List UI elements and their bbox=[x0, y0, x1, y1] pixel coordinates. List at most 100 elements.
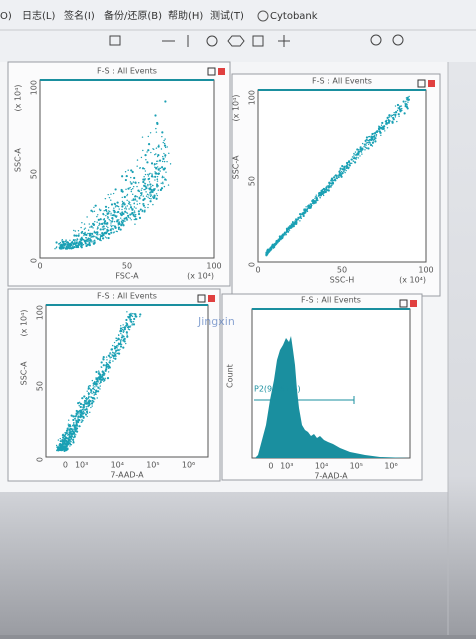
event-dot bbox=[104, 369, 107, 372]
event-dot bbox=[88, 241, 91, 245]
event-dot bbox=[157, 168, 160, 171]
event-dot bbox=[92, 211, 94, 213]
event-dot bbox=[120, 217, 122, 219]
event-dot bbox=[294, 220, 296, 222]
event-dot bbox=[353, 153, 355, 155]
event-dot bbox=[339, 174, 343, 177]
event-dot bbox=[137, 210, 140, 213]
event-dot bbox=[407, 97, 409, 100]
event-dot bbox=[57, 243, 60, 245]
event-dot bbox=[162, 157, 165, 160]
event-dot bbox=[328, 185, 331, 188]
event-dot bbox=[280, 238, 282, 240]
x-tick-label: 50 bbox=[337, 266, 347, 275]
event-dot bbox=[133, 176, 136, 180]
event-dot bbox=[363, 145, 365, 148]
event-dot bbox=[128, 315, 131, 318]
event-dot bbox=[114, 206, 117, 208]
event-dot bbox=[106, 229, 109, 231]
event-dot bbox=[405, 100, 407, 103]
event-dot bbox=[147, 185, 149, 187]
event-dot bbox=[75, 420, 77, 422]
close-icon[interactable] bbox=[410, 300, 417, 307]
menu-item[interactable]: O) bbox=[0, 11, 12, 22]
event-dot bbox=[126, 194, 128, 197]
menu-item[interactable]: 日志(L) bbox=[22, 9, 55, 22]
event-dot bbox=[144, 206, 146, 209]
event-dot bbox=[125, 318, 128, 322]
event-dot bbox=[78, 233, 80, 235]
menu-item[interactable]: 签名(I) bbox=[64, 9, 95, 22]
x-tick-label: 10⁵ bbox=[146, 461, 159, 470]
event-dot bbox=[364, 139, 367, 142]
event-dot bbox=[102, 364, 105, 367]
menu-item[interactable]: 测试(T) bbox=[210, 9, 244, 22]
toolbar bbox=[0, 0, 476, 62]
event-dot bbox=[107, 206, 110, 209]
event-dot bbox=[118, 343, 121, 345]
event-dot bbox=[120, 336, 124, 339]
event-dot bbox=[77, 412, 79, 414]
event-dot bbox=[127, 327, 129, 329]
event-dot bbox=[302, 214, 305, 218]
event-dot bbox=[392, 114, 395, 116]
event-dot bbox=[154, 175, 157, 178]
event-dot bbox=[364, 146, 367, 148]
event-dot bbox=[153, 148, 155, 151]
event-dot bbox=[146, 193, 149, 196]
close-icon[interactable] bbox=[208, 295, 215, 302]
event-dot bbox=[129, 318, 132, 321]
event-dot bbox=[120, 190, 123, 193]
event-dot bbox=[61, 238, 64, 241]
event-dot bbox=[55, 241, 58, 244]
event-dot bbox=[73, 246, 76, 248]
event-dot bbox=[157, 153, 160, 157]
event-dot bbox=[137, 212, 141, 216]
event-dot bbox=[149, 132, 152, 134]
event-dot bbox=[343, 168, 345, 171]
event-dot bbox=[268, 250, 270, 252]
event-dot bbox=[102, 233, 104, 235]
event-dot bbox=[67, 419, 70, 421]
close-icon[interactable] bbox=[218, 68, 225, 75]
event-dot bbox=[125, 342, 127, 345]
menu-item[interactable]: Cytobank bbox=[270, 11, 318, 22]
event-dot bbox=[357, 148, 360, 151]
event-dot bbox=[284, 234, 286, 236]
event-dot bbox=[345, 169, 347, 172]
event-dot bbox=[76, 241, 78, 243]
event-dot bbox=[81, 236, 83, 239]
event-dot bbox=[63, 443, 65, 445]
event-dot bbox=[377, 130, 379, 132]
event-dot bbox=[139, 208, 142, 211]
event-dot bbox=[85, 237, 87, 239]
event-dot bbox=[339, 172, 341, 174]
event-dot bbox=[334, 175, 336, 177]
event-dot bbox=[166, 160, 168, 163]
event-dot bbox=[74, 230, 77, 232]
event-dot bbox=[134, 196, 136, 198]
event-dot bbox=[123, 335, 125, 338]
close-icon[interactable] bbox=[428, 80, 435, 87]
event-dot bbox=[397, 113, 400, 116]
event-dot bbox=[278, 240, 281, 242]
event-dot bbox=[109, 220, 111, 222]
event-dot bbox=[143, 184, 146, 187]
event-dot bbox=[99, 382, 101, 385]
event-dot bbox=[133, 317, 136, 321]
event-dot bbox=[347, 160, 351, 163]
x-tick-label: 10³ bbox=[75, 461, 88, 470]
event-dot bbox=[85, 406, 87, 408]
event-dot bbox=[104, 205, 108, 208]
menu-item[interactable]: 备份/还原(B) bbox=[104, 9, 162, 22]
event-dot bbox=[281, 236, 284, 239]
menu-item[interactable]: 帮助(H) bbox=[168, 9, 203, 22]
event-dot bbox=[369, 142, 372, 144]
event-dot bbox=[142, 203, 145, 205]
event-dot bbox=[93, 394, 95, 396]
x-axis-label: SSC-H bbox=[330, 276, 355, 285]
event-dot bbox=[114, 215, 117, 218]
event-dot bbox=[113, 352, 115, 354]
event-dot bbox=[84, 402, 87, 405]
event-dot bbox=[146, 161, 149, 164]
